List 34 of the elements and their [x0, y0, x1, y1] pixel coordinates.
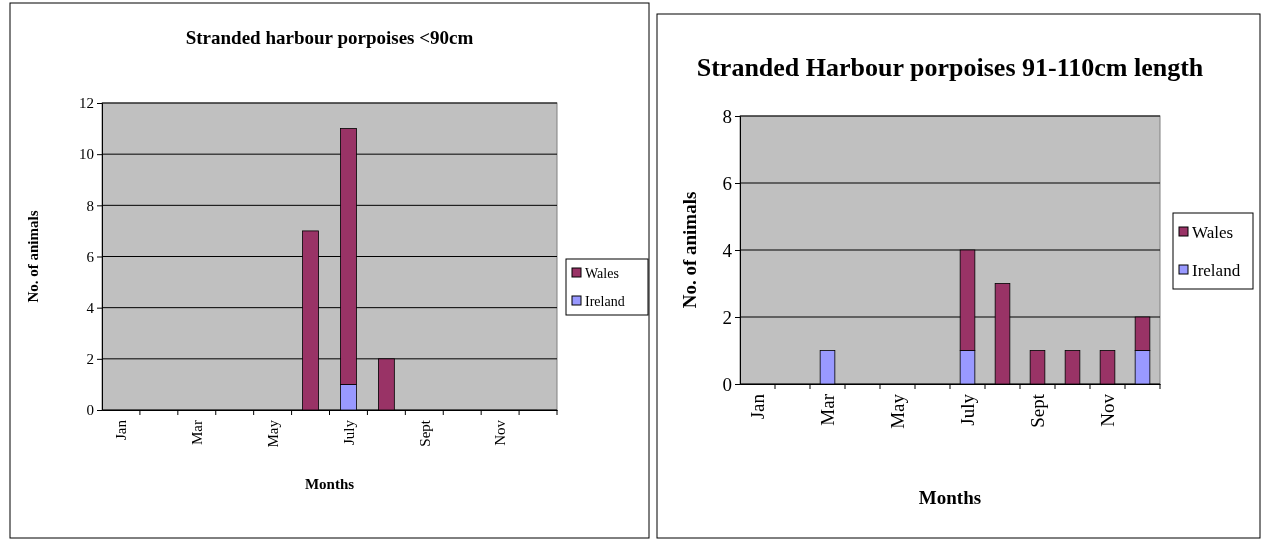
legend-label: Wales: [585, 265, 619, 281]
legend-label: Ireland: [1192, 260, 1241, 280]
y-axis-title: No. of animals: [25, 210, 41, 303]
y-tick-label: 2: [722, 306, 732, 328]
x-tick-label: Mar: [189, 420, 206, 445]
y-tick-label: 8: [86, 197, 94, 214]
x-tick-label: Jan: [113, 419, 130, 440]
x-tick-label: Sept: [1027, 393, 1049, 428]
x-tick-label: Nov: [1097, 393, 1119, 427]
x-tick-label: July: [957, 393, 979, 426]
y-tick-label: 12: [79, 95, 94, 112]
y-tick-label: 6: [86, 248, 95, 265]
y-tick-label: 2: [86, 351, 94, 368]
x-tick-label: Jan: [747, 393, 769, 420]
y-tick-label: 8: [722, 105, 732, 127]
x-tick-label: May: [887, 393, 909, 429]
y-tick-label: 10: [79, 146, 94, 163]
y-tick-label: 0: [722, 373, 732, 395]
x-axis-title: Months: [918, 487, 982, 508]
x-tick-label: July: [340, 419, 357, 446]
legend-label: Wales: [1192, 222, 1234, 242]
x-tick-label: Mar: [817, 393, 839, 426]
chart-title: Stranded harbour porpoises <90cm: [185, 27, 474, 48]
x-tick-label: Nov: [492, 419, 509, 446]
y-tick-label: 4: [86, 299, 95, 316]
y-axis-title: No. of animals: [679, 191, 700, 309]
x-tick-label: May: [264, 419, 281, 448]
y-tick-label: 6: [722, 172, 732, 194]
x-tick-label: Sept: [416, 419, 433, 447]
x-axis-title: Months: [304, 476, 355, 492]
y-tick-label: 0: [86, 402, 94, 419]
y-tick-label: 4: [722, 239, 733, 261]
chart-title: Stranded Harbour porpoises 91-110cm length: [696, 53, 1204, 82]
legend-label: Ireland: [585, 293, 625, 309]
